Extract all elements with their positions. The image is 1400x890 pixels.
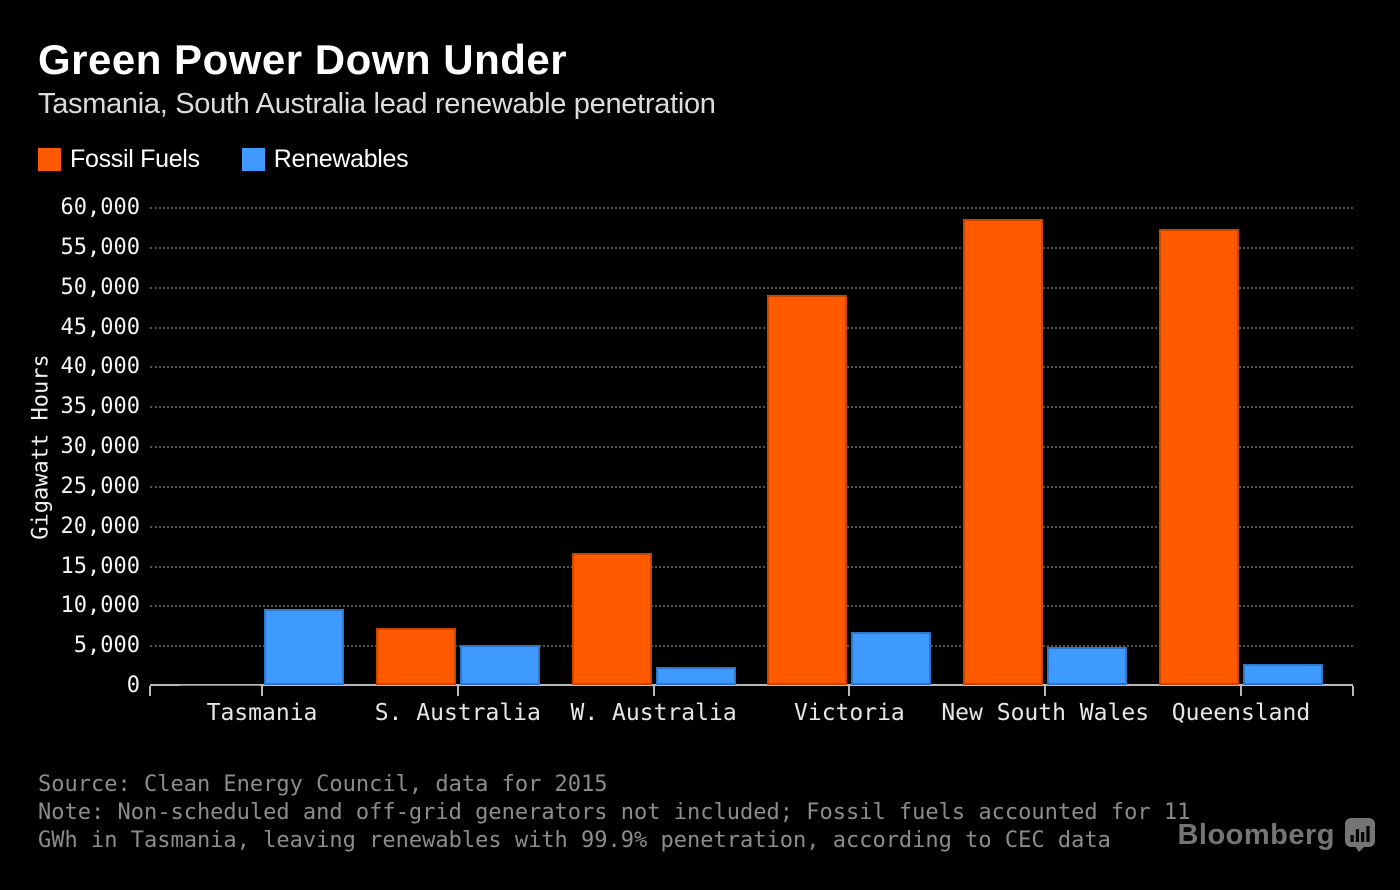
bloomberg-chart-bubble-icon bbox=[1345, 818, 1375, 852]
bloomberg-logo: Bloomberg bbox=[1177, 818, 1375, 852]
x-axis-category-label-victoria: Victoria bbox=[794, 700, 905, 726]
x-axis-tick-6 bbox=[1240, 686, 1242, 696]
x-axis-category-label-tasmania: Tasmania bbox=[206, 700, 318, 726]
bar-fossil-fuels-new-south-wales bbox=[963, 218, 1044, 685]
y-axis-tick-label-45-000: 45,000 bbox=[60, 314, 140, 340]
y-axis-tick-label-60-000: 60,000 bbox=[60, 195, 140, 220]
x-axis-tick-1 bbox=[261, 686, 263, 696]
footnotes: Source: Clean Energy Council, data for 2… bbox=[38, 771, 1190, 855]
legend-item-renewables: Renewables bbox=[241, 145, 409, 174]
gridline-45-000 bbox=[150, 326, 1353, 329]
gridline-10-000 bbox=[150, 605, 1353, 608]
y-axis-tick-label-30-000: 30,000 bbox=[60, 434, 140, 459]
bar-fossil-fuels-queensland bbox=[1159, 228, 1239, 685]
gridline-20-000 bbox=[150, 525, 1353, 528]
bar-renewables-s-australia bbox=[459, 645, 540, 685]
x-axis-category-label-new-south-wales: New South Wales bbox=[941, 700, 1150, 726]
source-text: Source: Clean Energy Council, data for 2… bbox=[38, 772, 608, 797]
x-axis-tick-0 bbox=[149, 686, 151, 696]
x-axis-tick-2 bbox=[457, 686, 459, 696]
legend: Fossil Fuels Renewables bbox=[38, 145, 409, 174]
chart-title: Green Power Down Under bbox=[38, 36, 568, 83]
gridline-35-000 bbox=[150, 406, 1353, 409]
x-axis-category-label-s-australia: S. Australia bbox=[374, 700, 541, 726]
legend-label-renewables: Renewables bbox=[273, 145, 409, 173]
y-axis-tick-label-10-000: 10,000 bbox=[60, 593, 140, 619]
x-axis-line bbox=[150, 684, 1353, 686]
gridline-25-000 bbox=[150, 485, 1353, 488]
note-text-line-2: GWh in Tasmania, leaving renewables with… bbox=[38, 828, 1111, 853]
x-axis-category-label-w-australia: W. Australia bbox=[570, 700, 737, 726]
gridline-50-000 bbox=[150, 286, 1353, 289]
gridline-60-000 bbox=[150, 207, 1353, 209]
bar-renewables-w-australia bbox=[655, 666, 736, 685]
gridline-40-000 bbox=[150, 366, 1353, 369]
y-axis-tick-label-15-000: 15,000 bbox=[60, 553, 140, 579]
gridline-30-000 bbox=[150, 446, 1353, 448]
x-axis-tick-4 bbox=[848, 686, 850, 696]
legend-swatch-renewables bbox=[241, 148, 265, 171]
gridline-55-000 bbox=[150, 246, 1353, 249]
bloomberg-logo-text: Bloomberg bbox=[1177, 818, 1335, 851]
x-axis-tick-5 bbox=[1044, 686, 1046, 696]
x-axis-category-label-queensland: Queensland bbox=[1171, 700, 1311, 726]
y-axis-tick-label-25-000: 25,000 bbox=[60, 473, 140, 499]
bar-renewables-tasmania bbox=[264, 609, 344, 685]
chart-subtitle: Tasmania, South Australia lead renewable… bbox=[38, 88, 716, 120]
bar-fossil-fuels-victoria bbox=[767, 295, 848, 685]
x-axis-tick-3 bbox=[653, 686, 655, 696]
legend-label-fossil-fuels: Fossil Fuels bbox=[70, 145, 200, 173]
bar-fossil-fuels-s-australia bbox=[375, 627, 456, 685]
gridline-15-000 bbox=[150, 565, 1353, 568]
gridline-5-000 bbox=[150, 645, 1353, 648]
y-axis-tick-label-20-000: 20,000 bbox=[60, 513, 140, 539]
bar-renewables-queensland bbox=[1243, 664, 1323, 685]
y-axis-tick-label-5-000: 5,000 bbox=[73, 633, 140, 659]
bar-renewables-new-south-wales bbox=[1047, 646, 1128, 685]
legend-item-fossil-fuels: Fossil Fuels bbox=[38, 145, 200, 174]
note-text-line-1: Note: Non-scheduled and off-grid generat… bbox=[38, 800, 1191, 825]
y-axis-tick-label-40-000: 40,000 bbox=[60, 354, 140, 380]
legend-swatch-fossil-fuels bbox=[38, 148, 61, 171]
y-axis-tick-label-0: 0 bbox=[126, 673, 140, 698]
x-axis-tick-7 bbox=[1352, 686, 1354, 696]
plot-area: Tasmania S. Australia W. Australia Victoria… bbox=[149, 207, 1354, 726]
y-axis-tick-label-55-000: 55,000 bbox=[60, 234, 140, 260]
bar-fossil-fuels-w-australia bbox=[571, 552, 652, 685]
bar-renewables-victoria bbox=[851, 631, 932, 685]
y-axis-tick-label-35-000: 35,000 bbox=[60, 394, 140, 420]
y-axis-tick-label-50-000: 50,000 bbox=[60, 274, 140, 300]
chart-area: 0 5,000 10,000 15,000 20,000 25,000 30,000 35,0… bbox=[0, 195, 1400, 748]
